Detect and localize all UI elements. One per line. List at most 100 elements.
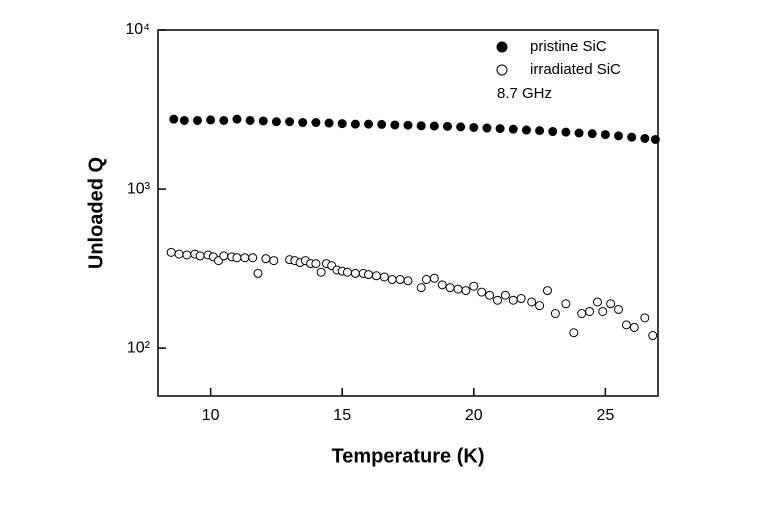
annotation: 8.7 GHz xyxy=(497,85,552,102)
data-point xyxy=(585,306,595,316)
data-point xyxy=(640,313,650,323)
data-point xyxy=(377,119,387,129)
legend-label: pristine SiC xyxy=(530,38,607,55)
data-point xyxy=(561,127,571,137)
data-point xyxy=(461,286,471,296)
data-point xyxy=(395,275,405,285)
legend-marker xyxy=(496,41,508,53)
data-point xyxy=(535,301,545,311)
x-tick-label: 20 xyxy=(465,407,483,424)
data-point xyxy=(421,275,431,285)
data-point xyxy=(592,297,602,307)
data-point xyxy=(437,280,447,290)
data-point xyxy=(364,119,374,129)
y-tick-label: 10² xyxy=(127,339,151,356)
data-point xyxy=(587,129,597,139)
data-point xyxy=(403,120,413,130)
data-point xyxy=(508,124,518,134)
data-point xyxy=(192,115,202,125)
data-point xyxy=(516,294,526,304)
data-point xyxy=(371,271,381,281)
data-point xyxy=(627,132,637,142)
data-point xyxy=(271,117,281,127)
data-point xyxy=(453,284,463,294)
data-point xyxy=(492,295,502,305)
data-point xyxy=(206,115,216,125)
data-point xyxy=(456,122,466,132)
data-point xyxy=(469,122,479,132)
data-point xyxy=(629,322,639,332)
x-tick-label: 10 xyxy=(202,407,220,424)
y-tick-label: 10³ xyxy=(127,180,151,197)
data-point xyxy=(350,119,360,129)
data-point xyxy=(445,283,455,293)
data-point xyxy=(598,306,608,316)
data-point xyxy=(535,126,545,136)
data-point xyxy=(350,268,360,278)
data-point xyxy=(621,320,631,330)
data-point xyxy=(219,115,229,125)
data-point xyxy=(232,114,242,124)
data-point xyxy=(258,116,268,126)
data-point xyxy=(166,247,176,257)
data-point xyxy=(469,281,479,291)
y-tick-label: 10⁴ xyxy=(125,21,150,38)
data-point xyxy=(248,253,258,263)
data-point xyxy=(195,251,205,261)
data-point xyxy=(600,130,610,140)
data-point xyxy=(253,268,263,278)
data-point xyxy=(364,270,374,280)
data-point xyxy=(182,250,192,260)
plot-frame xyxy=(157,29,659,397)
data-point xyxy=(542,286,552,296)
data-point xyxy=(219,251,229,261)
x-axis-title: Temperature (K) xyxy=(332,445,485,467)
data-point xyxy=(574,128,584,138)
data-point xyxy=(606,299,616,309)
data-point xyxy=(416,121,426,131)
data-point xyxy=(508,295,518,305)
data-point xyxy=(477,287,487,297)
data-point xyxy=(285,117,295,127)
data-point xyxy=(640,133,650,143)
data-point xyxy=(577,309,587,319)
data-point xyxy=(550,309,560,319)
data-point xyxy=(269,256,279,266)
data-point xyxy=(390,120,400,130)
data-point xyxy=(527,297,537,307)
data-point xyxy=(614,304,624,314)
data-point xyxy=(429,121,439,131)
data-point xyxy=(614,131,624,141)
data-point xyxy=(500,290,510,300)
data-point xyxy=(311,118,321,128)
data-point xyxy=(548,127,558,137)
data-point xyxy=(298,118,308,128)
data-point xyxy=(324,118,334,128)
data-point xyxy=(561,299,571,309)
data-point xyxy=(416,283,426,293)
data-point xyxy=(232,253,242,263)
data-point xyxy=(485,290,495,300)
legend-label: irradiated SiC xyxy=(530,61,621,78)
data-point xyxy=(240,253,250,263)
data-point xyxy=(648,331,658,341)
data-point xyxy=(261,254,271,264)
data-point xyxy=(169,114,179,124)
data-point xyxy=(316,267,326,277)
data-point xyxy=(311,259,321,269)
data-point xyxy=(650,134,660,144)
data-point xyxy=(179,115,189,125)
data-point xyxy=(403,276,413,286)
data-point xyxy=(569,328,579,338)
data-point xyxy=(387,275,397,285)
legend-marker xyxy=(496,64,508,76)
data-point xyxy=(245,115,255,125)
data-point xyxy=(379,272,389,282)
x-tick-label: 25 xyxy=(596,407,614,424)
data-point xyxy=(342,267,352,277)
x-tick-label: 15 xyxy=(333,407,351,424)
data-point xyxy=(521,125,531,135)
data-point xyxy=(174,249,184,259)
data-point xyxy=(442,121,452,131)
